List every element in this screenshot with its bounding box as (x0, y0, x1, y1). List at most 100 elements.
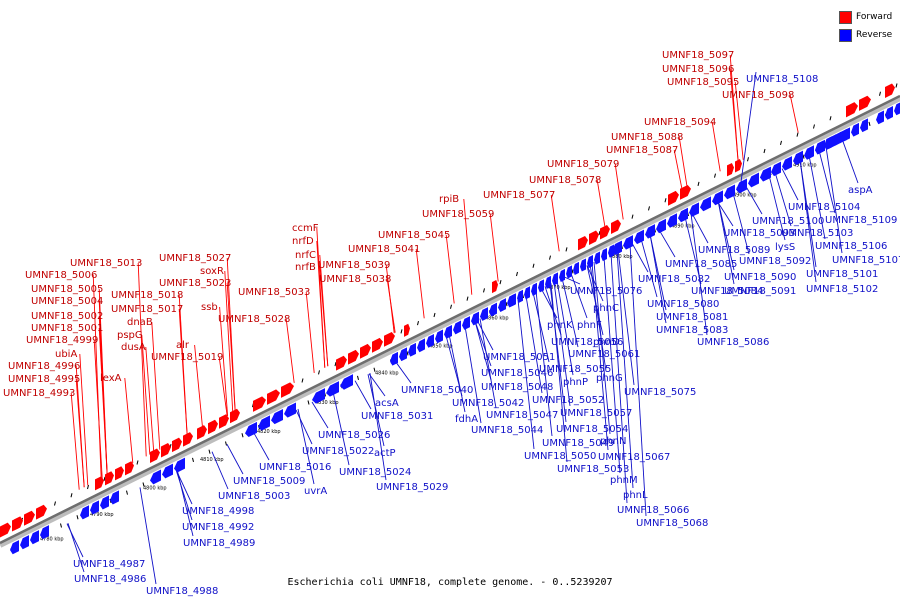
leader-line (540, 288, 558, 319)
forward-gene (219, 414, 229, 429)
forward-gene (115, 466, 124, 481)
gene-label: UMNF18_5107 (832, 255, 900, 266)
gene-label: UMNF18_5067 (598, 452, 670, 463)
leader-line (367, 374, 385, 447)
minor-tick (136, 460, 139, 465)
reverse-swatch (839, 28, 852, 42)
reverse-gene (573, 261, 579, 276)
forward-gene (95, 476, 104, 491)
gene-label: UMNF18_5022 (302, 446, 374, 457)
forward-gene (336, 355, 347, 371)
reverse-gene (667, 213, 677, 228)
leader-line (745, 186, 763, 215)
gene-label: UMNF18_4993 (3, 388, 75, 399)
leader-line (532, 292, 550, 363)
leader-line (139, 487, 157, 585)
reverse-gene (340, 374, 353, 390)
forward-gene (125, 461, 134, 476)
leader-line (305, 291, 315, 373)
forward-gene (281, 382, 294, 398)
reverse-gene (700, 196, 711, 212)
gene-label: uvrA (304, 486, 327, 497)
reverse-gene (634, 229, 644, 245)
leader-line (479, 318, 497, 409)
leader-line (732, 192, 750, 255)
leader-line (124, 377, 134, 464)
minor-tick (763, 148, 766, 154)
leader-line (631, 242, 649, 273)
minor-tick (126, 490, 128, 495)
leader-line (596, 179, 606, 229)
minor-tick (373, 367, 376, 372)
gene-label: UMNF18_5083 (656, 325, 728, 336)
minor-tick (483, 288, 485, 293)
gene-label: UMNF18_5039 (318, 260, 390, 271)
minor-tick (54, 501, 56, 506)
gene-label: UMNF18_5092 (739, 256, 811, 267)
reverse-gene (471, 311, 479, 326)
gene-label: UMNF18_5080 (647, 299, 719, 310)
minor-tick (208, 449, 211, 454)
gene-label: dnaB (127, 317, 153, 328)
gene-label: acsA (375, 398, 399, 409)
gene-label: UMNF18_5088 (611, 132, 683, 143)
gene-label: UMNF18_5031 (361, 411, 433, 422)
axis-tick-label: 4850 kbp (429, 343, 453, 349)
leader-line (629, 244, 647, 517)
gene-label: phnN (600, 436, 627, 447)
leader-line (610, 253, 628, 504)
reverse-gene (40, 525, 49, 540)
leader-line (586, 265, 604, 302)
gene-label: UMNF18_5078 (529, 175, 601, 186)
leader-line (137, 262, 147, 457)
forward-gene (36, 504, 47, 520)
minor-tick (879, 91, 881, 96)
gene-label: ubiA (55, 349, 77, 360)
minor-tick (357, 375, 359, 381)
gene-label: UMNF18_4988 (146, 586, 218, 597)
minor-tick (895, 83, 898, 88)
reverse-gene (326, 381, 339, 397)
gene-label: UMNF18_5038 (319, 274, 391, 285)
forward-gene (105, 471, 114, 486)
gene-label: soxR (200, 266, 224, 277)
gene-features (0, 83, 900, 555)
gene-label: UMNF18_5109 (825, 215, 897, 226)
axis-tick-label: 4800 kbp (143, 486, 167, 492)
gene-label: UMNF18_5081 (656, 312, 728, 323)
minor-tick (829, 116, 832, 121)
gene-label: UMNF18_5093 (723, 228, 795, 239)
reverse-gene (408, 342, 416, 357)
leader-line (589, 263, 607, 372)
minor-tick (450, 304, 452, 309)
forward-gene (150, 448, 160, 463)
leader-line (319, 266, 329, 367)
minor-tick (532, 263, 535, 268)
reverse-gene (110, 490, 119, 505)
minor-tick (103, 476, 106, 481)
gene-label: UMNF18_5004 (31, 296, 103, 307)
forward-gene (360, 343, 371, 359)
leader-line (825, 146, 843, 254)
leader-line (476, 319, 494, 351)
legend: Forward Reverse (839, 9, 892, 45)
gene-label: UMNF18_4996 (8, 361, 80, 372)
forward-gene (372, 337, 383, 353)
figure-caption: Escherichia coli UMNF18, complete genome… (287, 577, 613, 588)
gene-label: UMNF18_5075 (624, 387, 696, 398)
leader-line (678, 136, 688, 188)
reverse-gene (498, 298, 506, 312)
reverse-gene (851, 122, 859, 137)
leader-line (640, 238, 658, 298)
axis-tick-label: 4780 kbp (40, 537, 64, 543)
axis-tick-label: 4790 kbp (90, 512, 114, 518)
forward-gene (172, 437, 182, 453)
gene-label: UMNF18_5027 (159, 253, 231, 264)
gene-label: UMNF18_5029 (376, 482, 448, 493)
leader-line (445, 234, 455, 304)
gene-label: UMNF18_5040 (401, 385, 473, 396)
forward-gene (404, 323, 410, 337)
minor-tick (192, 457, 194, 463)
forward-gene (611, 219, 621, 235)
